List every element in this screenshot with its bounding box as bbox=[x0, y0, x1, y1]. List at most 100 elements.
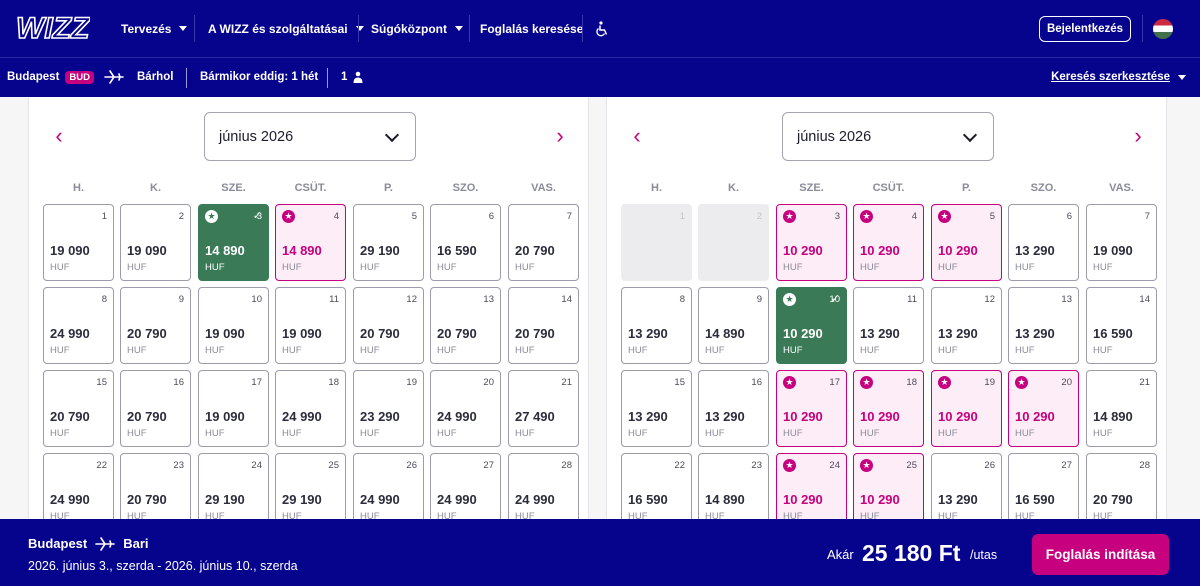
weekday-header: SZE. bbox=[799, 182, 824, 194]
calendar-day[interactable]: 23 20 790 HUF bbox=[120, 453, 191, 519]
calendar-day[interactable]: 14 20 790 HUF bbox=[508, 287, 579, 364]
calendar-day[interactable]: ★ 20 10 290 HUF bbox=[1008, 370, 1079, 447]
wizz-discount-icon: ★ bbox=[938, 376, 951, 389]
day-price: 10 290 bbox=[860, 409, 900, 424]
nav-help-center-label: Súgóközpont bbox=[371, 21, 447, 36]
prev-month-button[interactable]: ‹ bbox=[633, 123, 641, 148]
calendar-day[interactable]: ★ 19 10 290 HUF bbox=[931, 370, 1002, 447]
weekday-header: P. bbox=[384, 182, 393, 194]
calendar-day[interactable]: 27 16 590 HUF bbox=[1008, 453, 1079, 519]
login-button[interactable]: Bejelentkezés bbox=[1039, 16, 1131, 42]
chevron-down-icon bbox=[962, 127, 978, 143]
search-origin[interactable]: Budapest BUD bbox=[7, 58, 94, 96]
calendar-day[interactable]: 25 29 190 HUF bbox=[275, 453, 346, 519]
calendar-day[interactable]: 9 20 790 HUF bbox=[120, 287, 191, 364]
calendar-day[interactable]: 1 19 090 HUF bbox=[43, 204, 114, 281]
calendar-day[interactable]: ★ ✓ 3 14 890 HUF bbox=[198, 204, 269, 281]
return-calendar: ‹ június 2026 › H. K. SZE. CSÜT. P. SZO. VAS. 1… bbox=[606, 97, 1167, 519]
search-destination[interactable]: Bárhol bbox=[137, 71, 174, 83]
calendar-day[interactable]: 26 24 990 HUF bbox=[353, 453, 424, 519]
day-price: 14 890 bbox=[282, 243, 322, 258]
start-booking-button[interactable]: Foglalás indítása bbox=[1032, 534, 1169, 575]
calendar-day[interactable]: 11 19 090 HUF bbox=[275, 287, 346, 364]
calendar-day[interactable]: 2 19 090 HUF bbox=[120, 204, 191, 281]
day-currency: HUF bbox=[783, 428, 803, 439]
calendar-day[interactable]: 16 13 290 HUF bbox=[698, 370, 769, 447]
prev-month-button[interactable]: ‹ bbox=[55, 123, 63, 148]
calendar-day[interactable]: 15 13 290 HUF bbox=[621, 370, 692, 447]
calendar-day[interactable]: 6 16 590 HUF bbox=[430, 204, 501, 281]
wizz-logo[interactable]: WIZZ bbox=[14, 10, 90, 46]
calendar-day[interactable]: ★ 18 10 290 HUF bbox=[853, 370, 924, 447]
nav-help-center[interactable]: Súgóközpont bbox=[371, 0, 463, 57]
search-timeframe[interactable]: Bármikor eddig: 1 hét bbox=[200, 71, 319, 83]
day-currency: HUF bbox=[938, 262, 958, 273]
calendar-day[interactable]: 7 19 090 HUF bbox=[1086, 204, 1157, 281]
search-passengers[interactable]: 1 bbox=[341, 58, 364, 96]
calendar-day[interactable]: 6 13 290 HUF bbox=[1008, 204, 1079, 281]
day-currency: HUF bbox=[938, 428, 958, 439]
nav-tervezes[interactable]: Tervezés bbox=[121, 0, 188, 57]
calendar-day[interactable]: 24 29 190 HUF bbox=[198, 453, 269, 519]
calendar-day[interactable]: 27 24 990 HUF bbox=[430, 453, 501, 519]
month-select[interactable]: június 2026 bbox=[782, 112, 994, 161]
calendar-day[interactable]: ★ 4 14 890 HUF bbox=[275, 204, 346, 281]
calendar-day[interactable]: 21 27 490 HUF bbox=[508, 370, 579, 447]
accessibility-button[interactable] bbox=[595, 0, 609, 57]
month-label: június 2026 bbox=[797, 128, 872, 145]
top-navigation: WIZZ Tervezés A WIZZ és szolgáltatásai S… bbox=[0, 0, 1200, 57]
edit-search-link[interactable]: Keresés szerkesztése bbox=[1051, 58, 1186, 96]
day-number: 2 bbox=[178, 211, 184, 222]
nav-wizz-services[interactable]: A WIZZ és szolgáltatásai bbox=[208, 0, 364, 57]
calendar-day[interactable]: ★ ✓ 10 10 290 HUF bbox=[776, 287, 847, 364]
calendar-day[interactable]: ★ 3 10 290 HUF bbox=[776, 204, 847, 281]
calendar-day[interactable]: 10 19 090 HUF bbox=[198, 287, 269, 364]
next-month-button[interactable]: › bbox=[556, 123, 564, 148]
day-number: 18 bbox=[328, 377, 339, 388]
next-month-button[interactable]: › bbox=[1134, 123, 1142, 148]
day-number: 8 bbox=[679, 294, 685, 305]
calendar-day[interactable]: 28 20 790 HUF bbox=[1086, 453, 1157, 519]
calendar-day[interactable]: 20 24 990 HUF bbox=[430, 370, 501, 447]
calendar-day[interactable]: 18 24 990 HUF bbox=[275, 370, 346, 447]
calendar-day[interactable]: ★ 4 10 290 HUF bbox=[853, 204, 924, 281]
calendar-day[interactable]: 13 20 790 HUF bbox=[430, 287, 501, 364]
calendar-day[interactable]: 12 20 790 HUF bbox=[353, 287, 424, 364]
calendar-day[interactable]: 11 13 290 HUF bbox=[853, 287, 924, 364]
calendar-day[interactable]: 8 24 990 HUF bbox=[43, 287, 114, 364]
calendar-day[interactable]: 7 20 790 HUF bbox=[508, 204, 579, 281]
calendar-day[interactable]: ★ 17 10 290 HUF bbox=[776, 370, 847, 447]
calendar-day[interactable]: ★ 24 10 290 HUF bbox=[776, 453, 847, 519]
nav-find-booking[interactable]: Foglalás keresése bbox=[480, 0, 583, 57]
calendar-day[interactable]: 22 24 990 HUF bbox=[43, 453, 114, 519]
day-price: 20 790 bbox=[127, 492, 167, 507]
route-destination: Bari bbox=[123, 536, 149, 551]
calendar-day[interactable]: 16 20 790 HUF bbox=[120, 370, 191, 447]
day-currency: HUF bbox=[860, 262, 880, 273]
calendar-day[interactable]: 14 16 590 HUF bbox=[1086, 287, 1157, 364]
calendar-day[interactable]: 17 19 090 HUF bbox=[198, 370, 269, 447]
day-currency: HUF bbox=[50, 511, 70, 519]
day-currency: HUF bbox=[127, 511, 147, 519]
calendar-day[interactable]: 26 13 290 HUF bbox=[931, 453, 1002, 519]
day-number: 19 bbox=[984, 377, 995, 388]
calendar-day[interactable]: 15 20 790 HUF bbox=[43, 370, 114, 447]
day-number: 19 bbox=[406, 377, 417, 388]
month-select[interactable]: június 2026 bbox=[204, 112, 416, 161]
calendar-day[interactable]: ★ 25 10 290 HUF bbox=[853, 453, 924, 519]
nav-divider bbox=[1142, 15, 1143, 42]
calendar-day[interactable]: ★ 5 10 290 HUF bbox=[931, 204, 1002, 281]
calendar-day[interactable]: 13 13 290 HUF bbox=[1008, 287, 1079, 364]
calendar-day[interactable]: 21 14 890 HUF bbox=[1086, 370, 1157, 447]
day-price: 24 990 bbox=[50, 326, 90, 341]
calendar-day[interactable]: 19 23 290 HUF bbox=[353, 370, 424, 447]
calendar-day[interactable]: 28 24 990 HUF bbox=[508, 453, 579, 519]
calendar-day[interactable]: 9 14 890 HUF bbox=[698, 287, 769, 364]
calendar-day[interactable]: 23 14 890 HUF bbox=[698, 453, 769, 519]
calendar-day[interactable]: 5 29 190 HUF bbox=[353, 204, 424, 281]
calendar-day[interactable]: 8 13 290 HUF bbox=[621, 287, 692, 364]
day-price: 24 990 bbox=[437, 409, 477, 424]
calendar-day[interactable]: 12 13 290 HUF bbox=[931, 287, 1002, 364]
calendar-day[interactable]: 22 16 590 HUF bbox=[621, 453, 692, 519]
hungary-flag-icon[interactable] bbox=[1153, 19, 1173, 39]
